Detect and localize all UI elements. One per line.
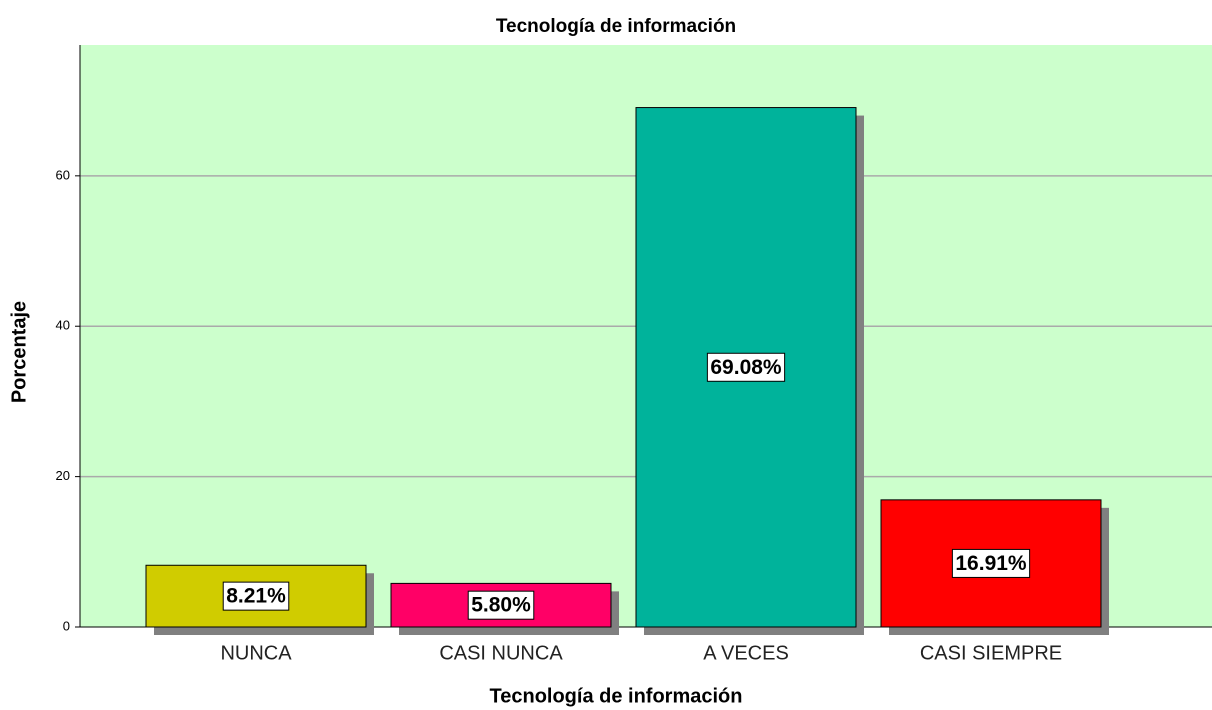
y-tick-label: 0 — [63, 618, 70, 633]
x-tick-label: A VECES — [703, 642, 789, 664]
x-axis-label: Tecnología de información — [490, 685, 743, 707]
value-label-box — [706, 352, 786, 382]
y-tick-label: 40 — [56, 318, 70, 333]
y-axis-label: Porcentaje — [8, 301, 30, 403]
value-label: 16.91% — [955, 552, 1027, 575]
y-tick-label: 60 — [56, 167, 70, 182]
chart-title: Tecnología de información — [496, 16, 736, 37]
value-label: 5.80% — [471, 594, 531, 617]
value-label: 69.08% — [710, 356, 782, 379]
x-tick-label: CASI NUNCA — [439, 642, 563, 664]
value-label: 8.21% — [226, 585, 286, 608]
value-label-box — [951, 548, 1031, 578]
x-tick-label: CASI SIEMPRE — [920, 642, 1062, 664]
value-label-box — [222, 581, 290, 611]
value-label-box — [467, 590, 535, 620]
y-tick-label: 20 — [56, 468, 70, 483]
x-tick-label: NUNCA — [220, 642, 292, 664]
